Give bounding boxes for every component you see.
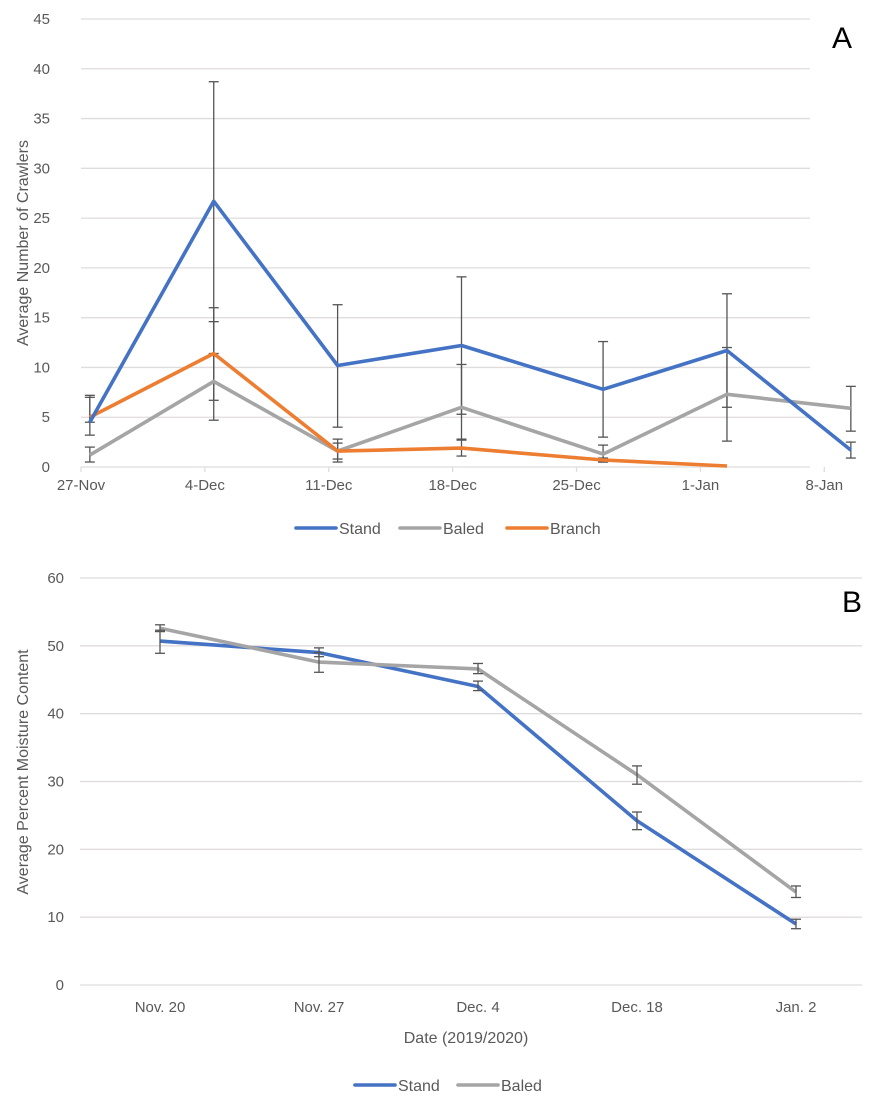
chart-a-y-ticks: 0 5 10 15 20 25 30 35 40 45 bbox=[33, 11, 50, 476]
chart-a-error-bar-baled bbox=[845, 385, 856, 432]
chart-a-y-tick-label: 0 bbox=[42, 459, 50, 476]
chart-a-y-tick-label: 15 bbox=[33, 310, 50, 327]
chart-b-x-axis-title: Date (2019/2020) bbox=[404, 1030, 529, 1047]
chart-a-y-axis-title: Average Number of Crawlers bbox=[15, 140, 32, 346]
chart-b-x-tick-label: Jan. 2 bbox=[776, 999, 817, 1016]
chart-b-y-tick-label: 50 bbox=[47, 638, 64, 655]
chart-b-x-tick-label: Nov. 27 bbox=[294, 999, 345, 1016]
chart-b-legend-label: Baled bbox=[501, 1078, 542, 1095]
chart-b-legend: Stand Baled bbox=[353, 1078, 542, 1095]
chart-b-x-ticks: Nov. 20 Nov. 27 Dec. 4 Dec. 18 Jan. 2 bbox=[135, 999, 817, 1016]
chart-a-legend: Stand Baled Branch bbox=[294, 521, 601, 538]
chart-a-y-tick-label: 35 bbox=[33, 111, 50, 128]
chart-b-legend-item-stand: Stand bbox=[353, 1078, 440, 1095]
chart-a-panel-label: A bbox=[832, 22, 852, 55]
chart-a-x-tick-label: 4-Dec bbox=[185, 477, 226, 494]
chart-b-error-bar-baled bbox=[314, 651, 324, 673]
chart-a-legend-label: Stand bbox=[339, 521, 381, 538]
chart-b-legend-label: Stand bbox=[398, 1078, 440, 1095]
chart-b-legend-item-baled: Baled bbox=[456, 1078, 542, 1095]
chart-a-x-tick-label: 8-Jan bbox=[806, 477, 844, 494]
chart-a-y-tick-label: 40 bbox=[33, 61, 50, 78]
chart-a-y-tick-label: 25 bbox=[33, 210, 50, 227]
chart-a-legend-item-baled: Baled bbox=[398, 521, 484, 538]
chart-b-error-bar-baled bbox=[473, 662, 483, 675]
chart-b-y-tick-label: 40 bbox=[47, 706, 64, 723]
chart-b-error-bar-stand bbox=[791, 918, 801, 930]
chart-a-y-tick-label: 10 bbox=[33, 359, 50, 376]
chart-a-error-bar-branch bbox=[208, 307, 219, 355]
chart-b-x-tick-label: Dec. 18 bbox=[611, 999, 663, 1016]
chart-a-series bbox=[84, 81, 856, 468]
chart-a-series-line-stand bbox=[88, 199, 852, 452]
chart-b-y-tick-label: 60 bbox=[47, 570, 64, 587]
chart-a-legend-label: Baled bbox=[443, 521, 484, 538]
chart-b: 0 10 20 30 40 50 60 Nov. 20 Nov. 27 Dec. 4 Dec. 1… bbox=[15, 570, 862, 1095]
chart-b-error-bar-baled bbox=[791, 885, 801, 899]
chart-b-y-ticks: 0 10 20 30 40 50 60 bbox=[47, 570, 64, 994]
chart-b-gridlines bbox=[80, 577, 862, 986]
chart-b-series bbox=[155, 624, 801, 930]
chart-a-error-bar-baled bbox=[456, 363, 467, 441]
chart-b-error-bar-stand bbox=[473, 680, 483, 692]
chart-a-x-ticks: 27-Nov 4-Dec 11-Dec 18-Dec 25-Dec 1-Jan 8-Jan bbox=[57, 467, 843, 494]
chart-a: 0 5 10 15 20 25 30 35 40 45 27-Nov 4-Dec 11-Dec 18-D… bbox=[15, 11, 856, 538]
chart-a-x-tick-label: 11-Dec bbox=[305, 477, 353, 494]
chart-a-x-tick-label: 18-Dec bbox=[428, 477, 477, 494]
chart-b-x-tick-label: Nov. 20 bbox=[135, 999, 186, 1016]
chart-b-y-tick-label: 0 bbox=[56, 977, 64, 994]
chart-b-x-tick-label: Dec. 4 bbox=[456, 999, 499, 1016]
chart-b-panel-label: B bbox=[842, 586, 862, 619]
chart-b-y-tick-label: 10 bbox=[47, 909, 64, 926]
chart-b-error-bar-baled bbox=[155, 624, 165, 633]
chart-b-y-tick-label: 20 bbox=[47, 841, 64, 858]
chart-b-y-tick-label: 30 bbox=[47, 774, 64, 791]
chart-b-error-bar-stand bbox=[632, 811, 642, 831]
chart-a-y-tick-label: 5 bbox=[42, 409, 50, 426]
chart-b-y-axis-title: Average Percent Moisture Content bbox=[15, 649, 32, 895]
chart-a-legend-item-stand: Stand bbox=[294, 521, 381, 538]
chart-b-error-bar-baled bbox=[632, 765, 642, 785]
chart-a-x-tick-label: 1-Jan bbox=[682, 477, 720, 494]
chart-a-x-tick-label: 27-Nov bbox=[57, 477, 106, 494]
chart-a-y-tick-label: 20 bbox=[33, 260, 50, 277]
chart-a-legend-item-branch: Branch bbox=[505, 521, 601, 538]
chart-a-y-tick-label: 45 bbox=[33, 11, 50, 28]
chart-a-y-tick-label: 30 bbox=[33, 160, 50, 177]
chart-a-series-line-branch bbox=[88, 351, 728, 468]
chart-a-legend-label: Branch bbox=[550, 521, 601, 538]
chart-a-x-tick-label: 25-Dec bbox=[552, 477, 601, 494]
chart-a-series-line-baled bbox=[88, 379, 852, 457]
